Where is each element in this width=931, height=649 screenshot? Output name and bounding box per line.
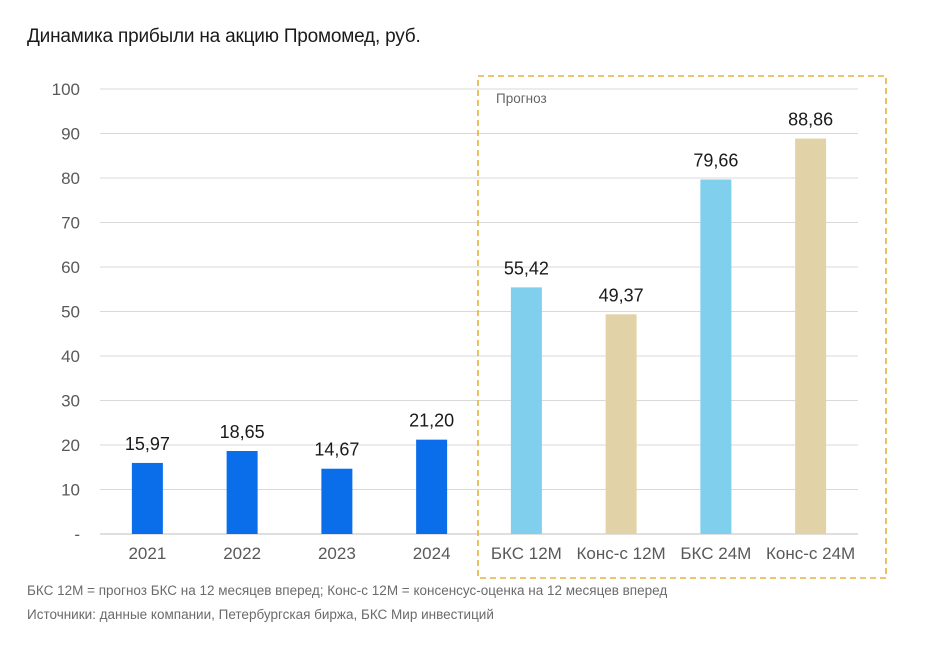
footnote-sources: Источники: данные компании, Петербургска…	[27, 607, 494, 622]
bar-value-label: 88,86	[788, 110, 833, 130]
chart-title: Динамика прибыли на акцию Промомед, руб.	[27, 26, 421, 47]
x-tick-label: 2021	[128, 544, 166, 563]
bar-value-label: 49,37	[599, 285, 644, 305]
forecast-label: Прогноз	[496, 91, 547, 106]
x-axis: 2021 2022 2023 2024 БКС 12М Конс-с 12М БКС 24М…	[128, 544, 855, 563]
forecast-box	[477, 75, 887, 579]
x-tick-label: Конс-с 12М	[577, 544, 666, 563]
value-labels: 15,97 18,65 14,67 21,20 55,42 49,37 79,66 88,86	[125, 110, 833, 460]
bar-value-label: 21,20	[409, 411, 454, 431]
footnote-definitions: БКС 12М = прогноз БКС на 12 месяцев впер…	[27, 583, 668, 598]
bar	[131, 462, 163, 534]
bar	[700, 179, 732, 534]
y-axis: - 10 20 30 40 50 60 70 80 90 100	[52, 80, 80, 544]
x-tick-label: БКС 12М	[491, 544, 562, 563]
y-tick-label: 60	[61, 258, 80, 277]
bar	[416, 439, 448, 534]
y-tick-label: 30	[61, 392, 80, 411]
y-tick-label: 40	[61, 347, 80, 366]
y-tick-label: 70	[61, 214, 80, 233]
bar-value-label: 55,42	[504, 258, 549, 278]
y-tick-label: 20	[61, 436, 80, 455]
grid-lines	[100, 88, 858, 535]
bar-value-label: 15,97	[125, 434, 170, 454]
bar-value-label: 79,66	[693, 151, 738, 171]
x-tick-label: 2024	[413, 544, 451, 563]
bar	[321, 468, 353, 534]
bars	[131, 138, 827, 534]
bar	[795, 138, 827, 534]
bar-value-label: 14,67	[314, 440, 359, 460]
y-tick-label: 50	[61, 303, 80, 322]
y-tick-label: 10	[61, 481, 80, 500]
y-tick-label: 90	[61, 125, 80, 144]
bar	[510, 287, 542, 534]
bar	[226, 451, 258, 534]
bar-chart: - 10 20 30 40 50 60 70 80 90 100 15,97 18,65 14,67 21…	[52, 75, 887, 579]
x-tick-label: Конс-с 24М	[766, 544, 855, 563]
y-tick-label: 100	[52, 80, 80, 99]
x-tick-label: 2022	[223, 544, 261, 563]
y-tick-label: -	[74, 525, 80, 544]
bar-value-label: 18,65	[220, 422, 265, 442]
x-tick-label: БКС 24М	[680, 544, 751, 563]
y-tick-label: 80	[61, 169, 80, 188]
x-tick-label: 2023	[318, 544, 356, 563]
bar	[605, 314, 637, 534]
